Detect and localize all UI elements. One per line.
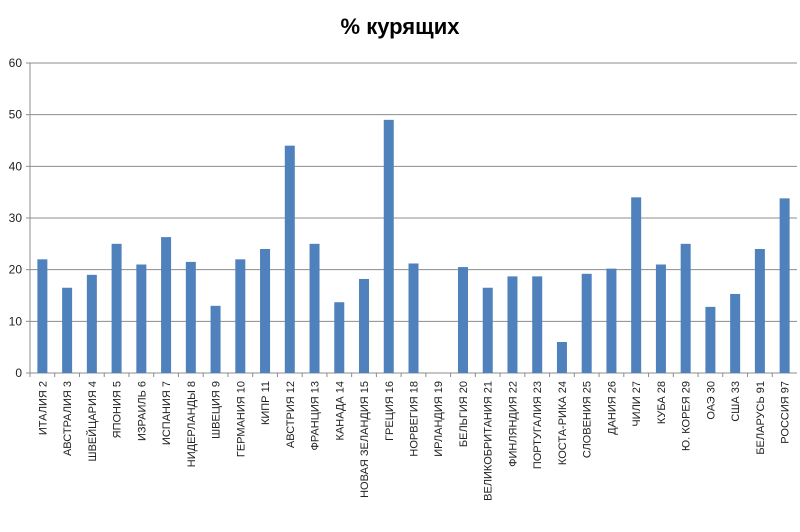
bar [631, 197, 642, 373]
y-tick-label: 20 [9, 263, 23, 277]
category-label: КАНАДА 14 [334, 381, 346, 440]
category-label: РОССИЯ 97 [780, 381, 792, 444]
category-label: АВСТРАЛИЯ 3 [62, 381, 74, 456]
bar [705, 306, 716, 373]
bar [260, 249, 271, 373]
bar [86, 274, 97, 373]
category-label: СЛОВЕНИЯ 25 [582, 381, 594, 458]
bar [754, 249, 765, 373]
y-tick-label: 0 [15, 366, 22, 380]
category-label: НИДЕРЛАНДЫ 8 [186, 381, 198, 467]
category-label: ШВЕЦИЯ 9 [211, 381, 223, 439]
category-label: АВСТРИЯ 12 [285, 381, 297, 448]
category-label: БЕЛЬГИЯ 20 [458, 381, 470, 447]
category-label: ФРАНЦИЯ 13 [310, 381, 322, 451]
category-label: ДАНИЯ 26 [606, 381, 618, 435]
category-label: ГРЕЦИЯ 16 [384, 381, 396, 441]
bar [136, 264, 147, 373]
bar [359, 278, 370, 373]
y-tick-label: 10 [9, 314, 23, 328]
bar [581, 273, 592, 373]
category-label: США 33 [730, 381, 742, 422]
y-tick-labels: 0 10 20 30 40 50 60 [9, 56, 23, 380]
category-label: КОСТА-РИКА 24 [557, 381, 569, 465]
bar [779, 198, 790, 373]
category-label: ИСПАНИЯ 7 [161, 381, 173, 445]
bar [730, 293, 741, 373]
y-tick-label: 30 [9, 211, 23, 225]
bar [37, 259, 48, 373]
bar [334, 302, 345, 373]
bar [62, 287, 73, 373]
category-label: ИРЛАНДИЯ 19 [433, 381, 445, 457]
bar [284, 145, 295, 373]
y-tick-label: 50 [9, 108, 23, 122]
bar [161, 237, 172, 373]
category-label: ЧИЛИ 27 [631, 381, 643, 427]
category-label: ИЗРАИЛЬ 6 [136, 381, 148, 441]
category-label: ВЕЛИКОБРИТАНИЯ 21 [483, 381, 495, 501]
category-label: КИПР 11 [260, 381, 272, 425]
bar [556, 342, 567, 373]
category-label: ПОРТУГАЛИЯ 23 [532, 381, 544, 469]
category-label: ИТАЛИЯ 2 [37, 381, 49, 435]
bar [532, 276, 543, 373]
bar [482, 287, 493, 373]
bar [408, 263, 419, 373]
y-tick-label: 40 [9, 159, 23, 173]
category-label: ФИНЛЯНДИЯ 22 [507, 381, 519, 467]
chart-title: % курящих [340, 14, 460, 39]
category-label: ОАЭ 30 [705, 381, 717, 420]
bars [37, 119, 790, 373]
bar [606, 268, 617, 373]
bar [680, 243, 691, 373]
bar [235, 259, 246, 373]
y-tick-label: 60 [9, 56, 23, 70]
category-labels: ИТАЛИЯ 2 АВСТРАЛИЯ 3 ШВЕЙЦАРИЯ 4 ЯПОНИЯ 5 ИЗ… [37, 381, 791, 501]
category-label: КУБА 28 [656, 381, 668, 424]
bar [507, 276, 518, 373]
bar [210, 305, 221, 373]
bar [655, 264, 666, 373]
bar [309, 243, 320, 373]
category-label: НОВАЯ ЗЕЛАНДИЯ 15 [359, 381, 371, 498]
bar [383, 119, 394, 373]
bar [457, 267, 468, 373]
bar [111, 243, 122, 373]
category-label: ЯПОНИЯ 5 [112, 381, 124, 438]
category-label: ГЕРМАНИЯ 10 [235, 381, 247, 457]
category-label: ШВЕЙЦАРИЯ 4 [86, 381, 99, 462]
category-label: НОРВЕГИЯ 18 [409, 381, 421, 457]
category-label: БЕЛАРУСЬ 91 [755, 381, 767, 455]
category-label: Ю. КОРЕЯ 29 [681, 381, 693, 451]
bar [185, 261, 196, 373]
